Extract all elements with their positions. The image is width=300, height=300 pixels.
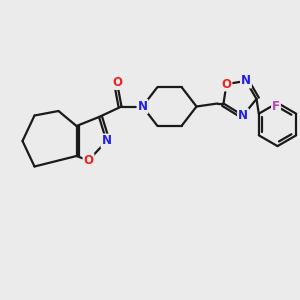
Text: O: O: [112, 76, 122, 89]
Text: F: F: [272, 100, 280, 113]
Text: N: N: [238, 109, 248, 122]
Text: O: O: [221, 77, 232, 91]
Text: N: N: [101, 134, 112, 148]
Text: O: O: [83, 154, 94, 167]
Text: N: N: [241, 74, 251, 88]
Text: N: N: [137, 100, 148, 113]
